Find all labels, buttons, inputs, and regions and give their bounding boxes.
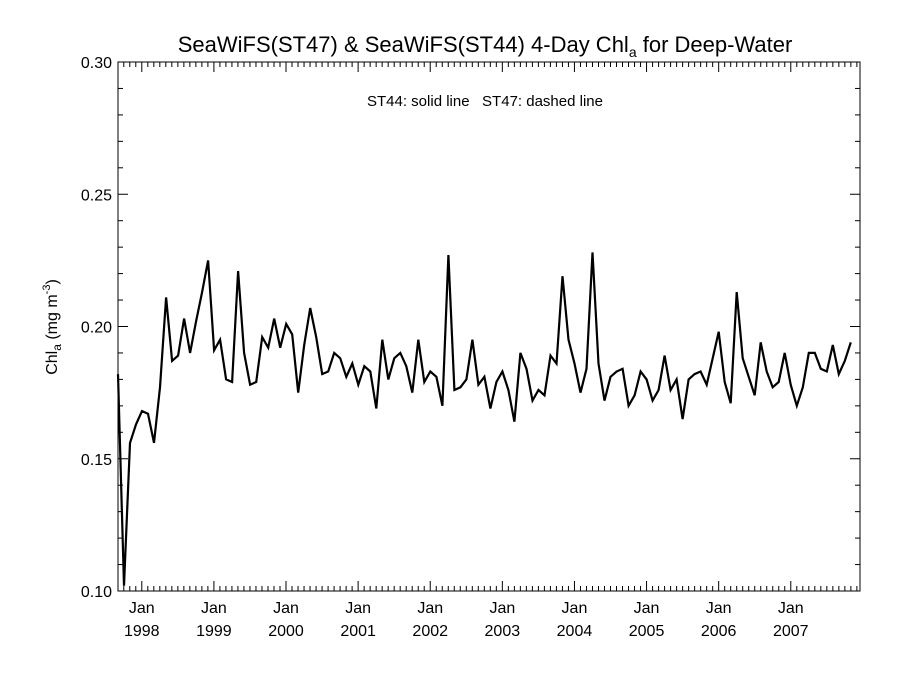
x-tick-year-label: 2006	[701, 623, 737, 640]
x-tick-month-label: Jan	[201, 600, 227, 617]
series-group	[116, 252, 852, 586]
x-tick-month-label: Jan	[129, 600, 155, 617]
x-tick-month-label: Jan	[417, 600, 443, 617]
x-tick-year-label: 2003	[485, 623, 521, 640]
x-tick-year-label: 2001	[340, 623, 376, 640]
plot-frame	[117, 61, 861, 592]
y-tick-label: 0.10	[81, 584, 112, 601]
y-axis-label: Chla (mg m-3)	[41, 279, 64, 375]
series-annotation: ST44: solid line ST47: dashed line	[367, 93, 603, 110]
x-tick-month-label: Jan	[778, 600, 804, 617]
y-tick-label: 0.20	[81, 320, 112, 337]
chart-title: SeaWiFS(ST47) & SeaWiFS(ST44) 4-Day Chla…	[178, 32, 793, 60]
x-tick-month-label: Jan	[634, 600, 660, 617]
y-tick-label: 0.25	[81, 187, 112, 204]
x-tick-month-label: Jan	[345, 600, 371, 617]
x-tick-month-label: Jan	[562, 600, 588, 617]
x-tick-year-label: 2004	[557, 623, 593, 640]
series-line-solid	[116, 252, 852, 586]
x-tick-year-label: 1999	[196, 623, 232, 640]
x-tick-year-label: 2005	[629, 623, 665, 640]
x-tick-month-label: Jan	[706, 600, 732, 617]
y-axis-ticks: 0.10 0.15 0.20 0.25 0.30	[81, 55, 860, 601]
y-tick-label: 0.15	[81, 452, 112, 469]
x-tick-year-label: 1998	[124, 623, 160, 640]
x-tick-year-label: 2000	[268, 623, 304, 640]
x-tick-year-label: 2002	[412, 623, 448, 640]
x-axis-ticks: Jan 1998 Jan 1999 Jan 2000 Jan 2001 Jan 2002 Jan 20…	[123, 62, 858, 640]
x-tick-month-label: Jan	[273, 600, 299, 617]
x-tick-year-label: 2007	[773, 623, 809, 640]
x-tick-month-label: Jan	[489, 600, 515, 617]
y-tick-label: 0.30	[81, 55, 112, 72]
